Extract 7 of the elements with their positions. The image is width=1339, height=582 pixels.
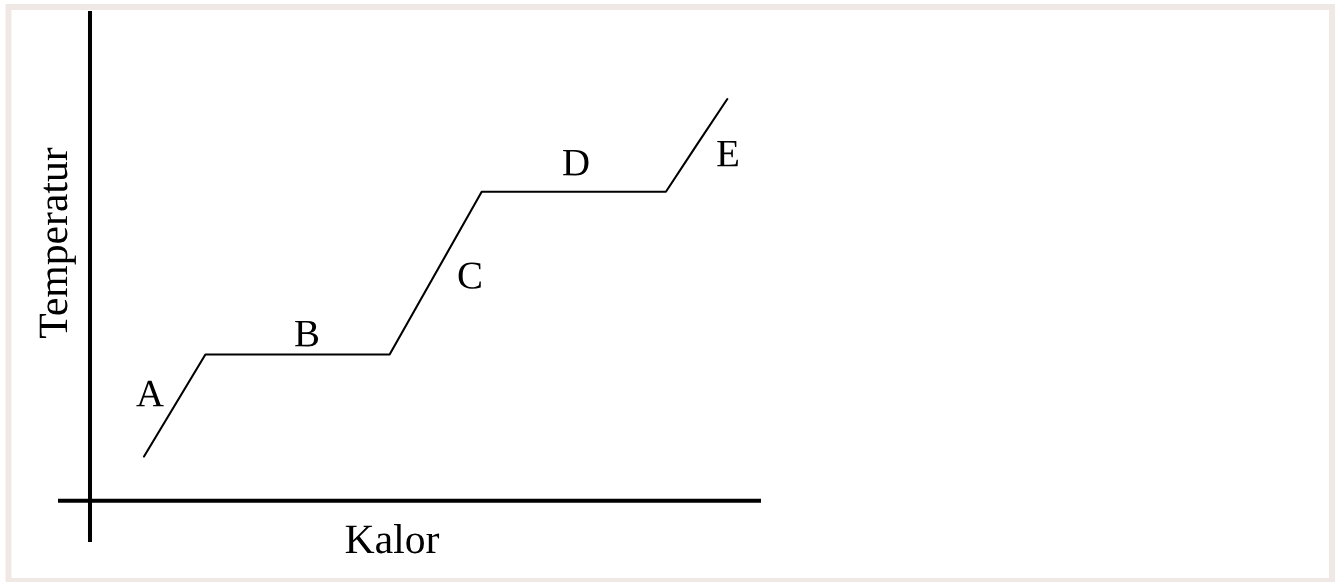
x-axis-title: Kalor (345, 524, 440, 554)
y-axis-title: Temperatur (39, 147, 76, 338)
annotation: C (458, 262, 481, 289)
annotation: D (563, 149, 589, 176)
annotation: B (295, 320, 319, 347)
annotation: E (717, 140, 738, 167)
annotation: A (136, 380, 164, 407)
